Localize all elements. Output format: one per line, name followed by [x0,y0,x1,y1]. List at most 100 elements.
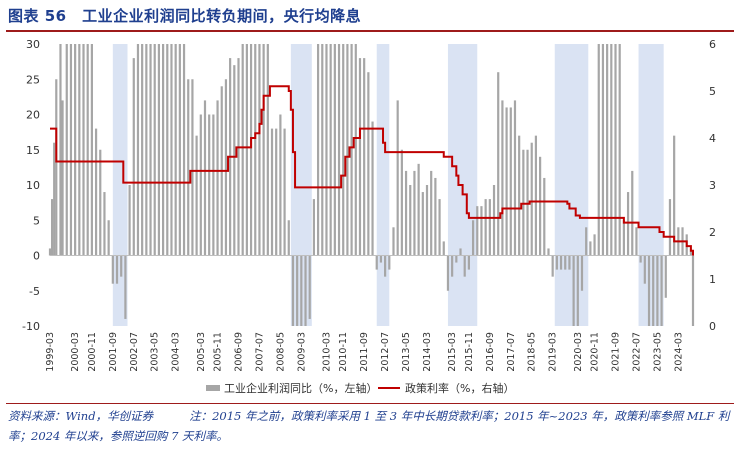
bar-68 [325,44,328,256]
bar-37 [195,135,198,256]
x-tick-label: 2020-03 [573,332,584,372]
bar-28 [157,44,161,256]
bar-149 [664,255,667,298]
bar-21 [128,185,131,256]
left-tick-label: -5 [29,285,40,298]
left-tick-label: 10 [26,179,40,192]
bar-80 [375,255,378,270]
bar-127 [572,255,575,326]
bar-95 [438,199,441,256]
x-axis-ticks: 1999-03 2000-03 2000-11 2001-09 2002-07 2003-… [45,332,684,372]
bar-73 [346,44,349,256]
bar-6 [65,44,68,256]
bar-141 [631,170,634,256]
bar-81 [379,255,383,263]
bar-76 [358,58,362,256]
bar-126 [568,255,571,270]
bar-14 [99,149,102,256]
bar-116 [526,149,529,256]
bar-86 [400,149,403,256]
source-text: 资料来源：Wind，华创证券 [8,409,154,423]
x-tick-label: 2019-03 [548,332,559,372]
bar-155 [689,248,693,256]
bar-132 [593,234,596,256]
bar-140 [626,192,630,256]
bar-44 [224,79,228,256]
bar-41 [212,114,215,256]
bar-4 [59,44,62,256]
x-tick-label: 2002-07 [129,332,140,372]
bar-94 [434,177,437,256]
bar-series [48,44,695,326]
bar-60 [291,255,295,326]
bar-101 [463,255,466,277]
bar-11 [86,44,89,256]
bar-25 [145,44,148,256]
legend-bar-swatch [206,385,220,391]
bar-22 [132,58,135,256]
bar-35 [187,79,190,256]
x-tick-label: 2015-11 [464,332,475,372]
bar-36 [191,79,194,256]
left-tick-label: -10 [22,320,40,333]
bar-143 [639,255,642,263]
bar-98 [451,255,454,277]
bar-92 [425,185,429,256]
bar-125 [564,255,567,270]
x-tick-label: 2004-03 [171,332,182,372]
bar-71 [337,44,341,256]
bar-61 [296,255,299,326]
bar-33 [178,44,181,256]
x-tick-label: 2021-09 [611,332,622,372]
bar-29 [162,44,165,256]
note-text: 注：2015 年之前，政策利率采用 1 至 3 年中长期贷款利率；2015 年~… [8,409,730,443]
bar-111 [505,107,508,256]
x-tick-label: 2010-03 [321,332,332,372]
left-tick-label: 20 [26,109,40,122]
bar-78 [367,72,370,256]
x-tick-label: 2001-09 [108,332,119,372]
bar-105 [480,206,483,256]
x-tick-label: 2010-11 [338,332,349,372]
bar-119 [539,156,542,256]
left-tick-label: 30 [26,38,40,51]
bar-48 [241,44,244,256]
bar-135 [606,44,609,256]
bar-89 [413,170,416,256]
bar-23 [136,44,140,256]
bar-26 [149,44,152,256]
bar-54 [266,44,269,256]
bar-91 [421,192,424,256]
bar-99 [455,255,458,263]
source-rule [6,403,734,404]
bar-67 [321,44,324,256]
bar-144 [643,255,646,284]
x-tick-label: 2007-07 [254,332,265,372]
bar-104 [476,206,479,256]
bar-31 [170,44,173,256]
x-tick-label: 2012-07 [380,332,391,372]
left-tick-label: 0 [33,250,40,263]
bar-150 [668,199,672,256]
x-tick-label: 1999-03 [45,332,56,372]
bar-42 [216,100,219,256]
bar-84 [392,227,395,256]
bar-128 [576,255,579,326]
bar-117 [530,142,533,256]
bar-16 [107,220,110,256]
bar-3 [55,79,58,256]
bar-74 [350,44,353,256]
bar-7 [69,44,73,256]
bar-124 [559,255,563,270]
bar-69 [329,44,332,256]
x-tick-label: 2014-03 [422,332,433,372]
bar-123 [555,255,558,270]
bar-53 [262,44,265,256]
bar-109 [497,72,500,256]
bar-64 [308,255,311,319]
bar-112 [509,107,512,256]
bar-49 [245,44,248,256]
bar-88 [409,185,412,256]
bar-133 [597,44,600,256]
x-tick-label: 2000-11 [87,332,98,372]
